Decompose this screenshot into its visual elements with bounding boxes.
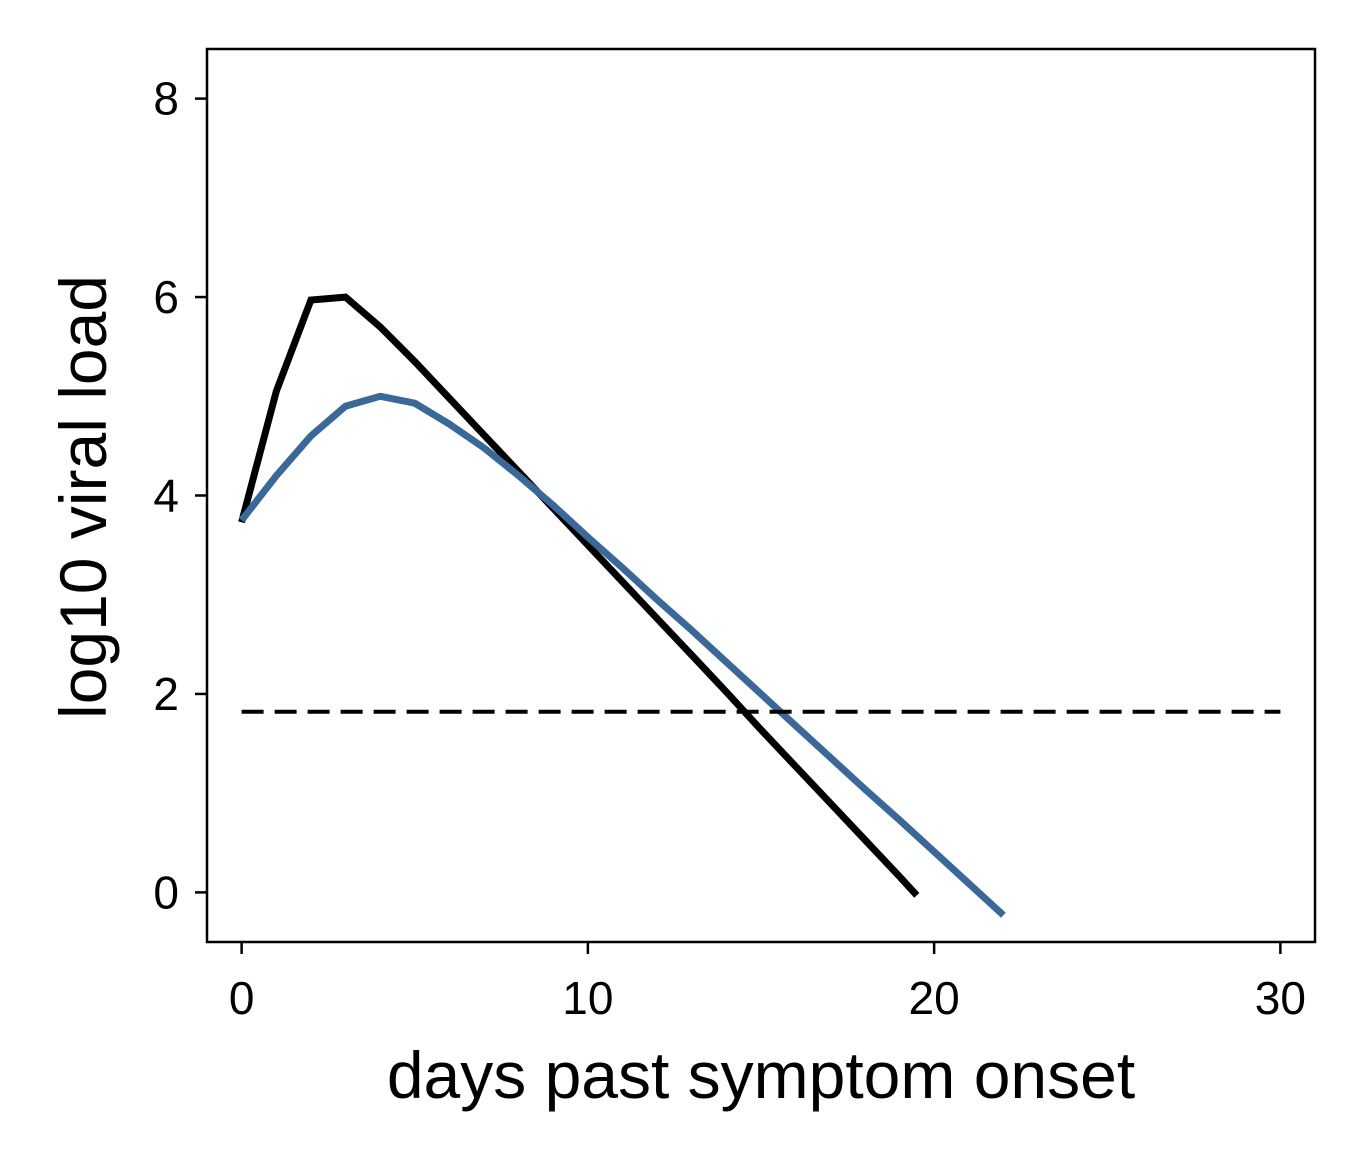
series-line-2: [238, 392, 1006, 918]
x-axis-label: days past symptom onset: [387, 1038, 1135, 1112]
x-tick-label: 20: [909, 972, 960, 1024]
y-axis-label: log10 viral load: [46, 275, 120, 719]
ticks-layer: 0 10 20 30 0 2 4 6 8: [153, 73, 1306, 1024]
x-tick-label: 30: [1255, 972, 1306, 1024]
y-tick-label: 2: [153, 668, 179, 720]
x-tick-label: 10: [562, 972, 613, 1024]
y-tick-label: 4: [153, 470, 179, 522]
y-tick-label: 8: [153, 73, 179, 125]
x-tick-label: 0: [229, 972, 255, 1024]
y-tick-label: 6: [153, 271, 179, 323]
y-tick-label: 0: [153, 866, 179, 918]
series-layer: [238, 293, 1281, 918]
series-line-1: [238, 293, 920, 898]
